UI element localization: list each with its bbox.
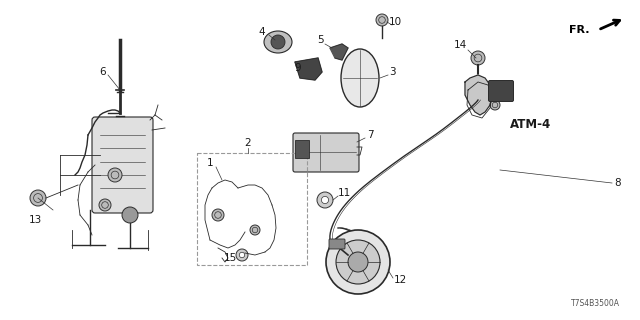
Circle shape bbox=[321, 196, 328, 204]
Text: 5: 5 bbox=[317, 35, 323, 45]
Text: FR.: FR. bbox=[570, 25, 590, 35]
Text: 14: 14 bbox=[453, 40, 467, 50]
FancyBboxPatch shape bbox=[488, 81, 513, 101]
Circle shape bbox=[490, 100, 500, 110]
Circle shape bbox=[108, 168, 122, 182]
Circle shape bbox=[471, 51, 485, 65]
Text: 2: 2 bbox=[244, 138, 252, 148]
Text: 8: 8 bbox=[614, 178, 621, 188]
Text: 4: 4 bbox=[259, 27, 266, 37]
Text: T7S4B3500A: T7S4B3500A bbox=[571, 299, 620, 308]
Polygon shape bbox=[465, 75, 492, 115]
Ellipse shape bbox=[341, 49, 379, 107]
Circle shape bbox=[336, 240, 380, 284]
Circle shape bbox=[326, 230, 390, 294]
Ellipse shape bbox=[264, 31, 292, 53]
Text: ATM-4: ATM-4 bbox=[510, 118, 551, 131]
Circle shape bbox=[348, 252, 368, 272]
Bar bbox=[197, 153, 307, 265]
Circle shape bbox=[271, 35, 285, 49]
Circle shape bbox=[376, 14, 388, 26]
Circle shape bbox=[122, 207, 138, 223]
Text: 12: 12 bbox=[394, 275, 406, 285]
Circle shape bbox=[212, 209, 224, 221]
Circle shape bbox=[236, 249, 248, 261]
Circle shape bbox=[99, 199, 111, 211]
Bar bbox=[295, 140, 309, 158]
Text: 3: 3 bbox=[388, 67, 396, 77]
Circle shape bbox=[317, 192, 333, 208]
Text: 10: 10 bbox=[388, 17, 401, 27]
Polygon shape bbox=[295, 58, 322, 80]
Circle shape bbox=[250, 225, 260, 235]
Circle shape bbox=[239, 252, 244, 258]
FancyBboxPatch shape bbox=[329, 239, 345, 249]
Text: 13: 13 bbox=[28, 215, 42, 225]
Circle shape bbox=[30, 190, 46, 206]
FancyBboxPatch shape bbox=[293, 133, 359, 172]
FancyBboxPatch shape bbox=[92, 117, 153, 213]
Polygon shape bbox=[330, 44, 348, 60]
Text: 11: 11 bbox=[337, 188, 351, 198]
Text: 15: 15 bbox=[223, 253, 237, 263]
Text: 6: 6 bbox=[100, 67, 106, 77]
Text: 7: 7 bbox=[367, 130, 373, 140]
Text: 9: 9 bbox=[294, 63, 301, 73]
Text: 1: 1 bbox=[207, 158, 213, 168]
